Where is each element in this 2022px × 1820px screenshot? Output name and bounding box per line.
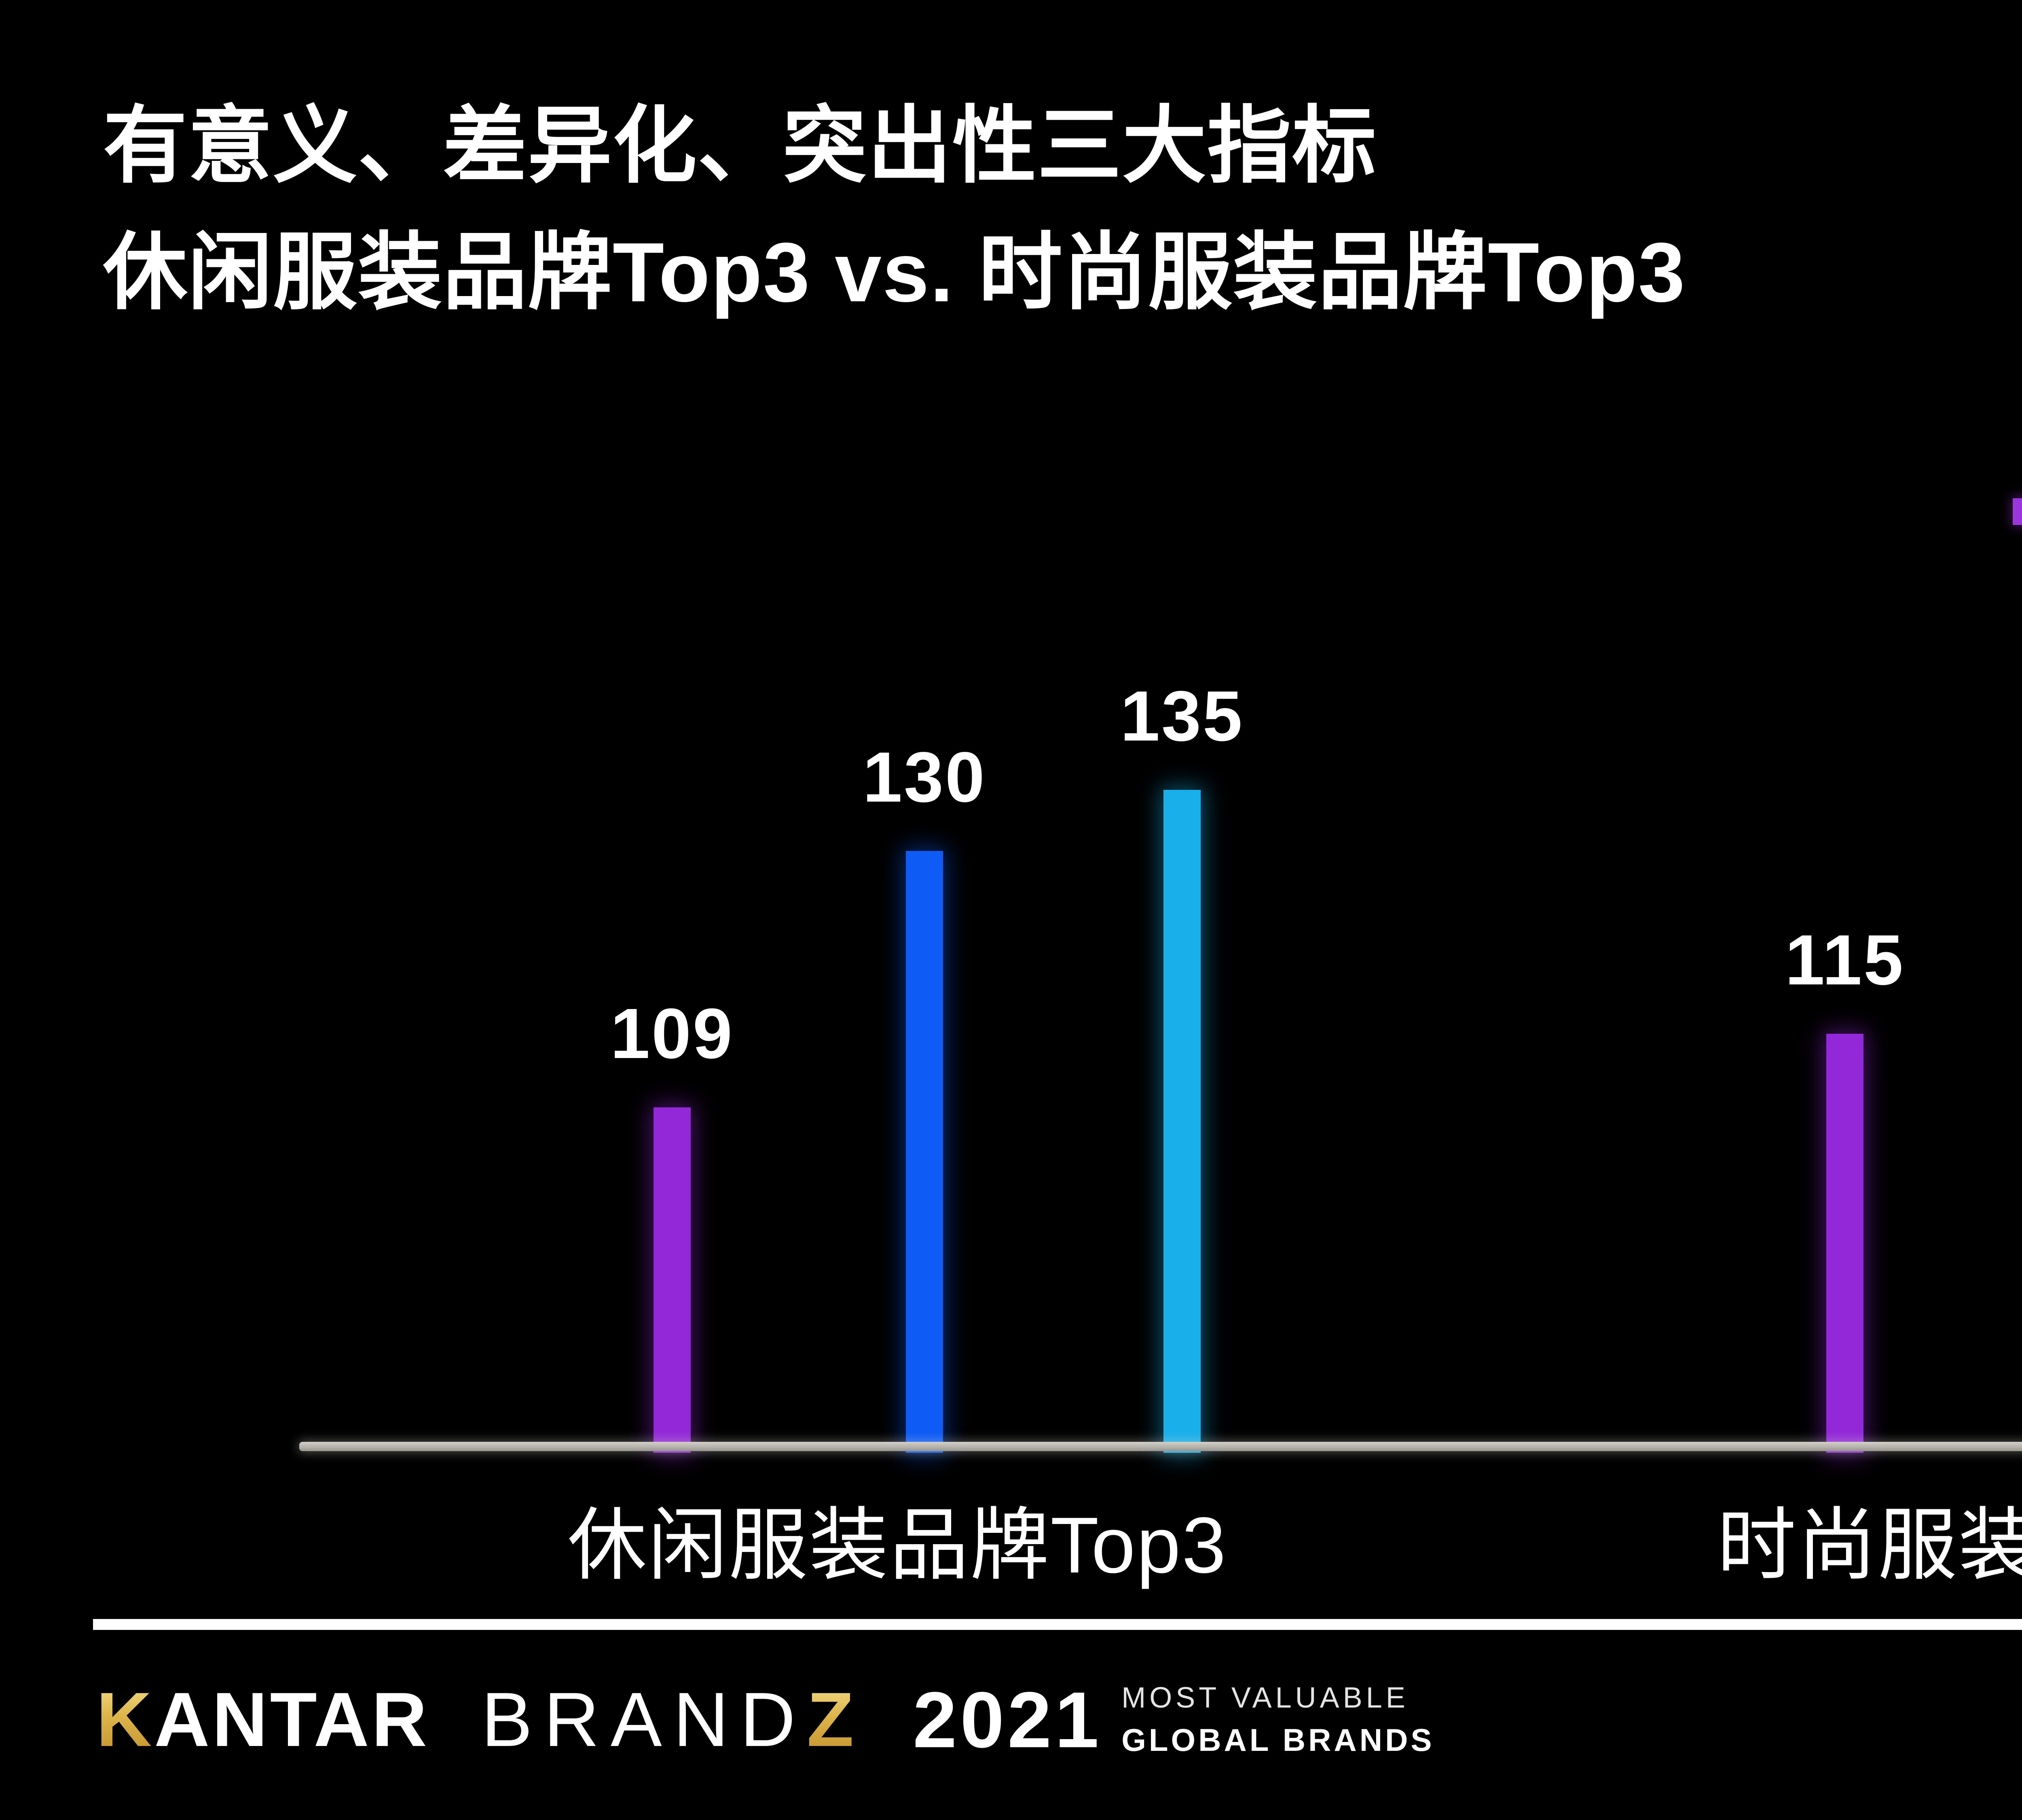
kantar-gold-k: K bbox=[96, 1677, 154, 1763]
footer-logo: KANTAR BRANDZ 2021 MOST VALUABLE GLOBAL … bbox=[96, 1676, 1434, 1764]
category-label-casual: 休闲服装品牌Top3 bbox=[567, 1501, 1227, 1589]
bar-value-label: 111 bbox=[1976, 969, 2022, 1050]
page-title-line1: 有意义、差异化、突出性三大指标 bbox=[103, 99, 1377, 193]
kantar-rest: ANTAR bbox=[154, 1677, 430, 1763]
footer-tagline: MOST VALUABLE GLOBAL BRANDS bbox=[1121, 1681, 1434, 1759]
kantar-logo: KANTAR bbox=[96, 1676, 429, 1764]
footer-year: 2021 bbox=[913, 1675, 1102, 1764]
bar-有意义-休闲服装品牌Top3 bbox=[654, 1107, 691, 1453]
chart-legend: 有意义 差异化 突出性 bbox=[2012, 454, 2022, 563]
x-axis-line bbox=[299, 1442, 2022, 1451]
legend-swatch-purple-icon bbox=[2012, 498, 2022, 525]
footer-divider bbox=[93, 1619, 2022, 1630]
legend-item-meaningful: 有意义 bbox=[2012, 454, 2022, 563]
brandz-prefix: BRAND bbox=[481, 1677, 807, 1763]
bar-value-label: 109 bbox=[610, 994, 734, 1073]
brandz-logo: BRANDZ bbox=[481, 1676, 865, 1764]
page-title: 有意义、差异化、突出性三大指标 休闲服装品牌Top3 vs. 时尚服装品牌Top… bbox=[103, 83, 1686, 336]
bar-value-label: 115 bbox=[1785, 921, 1905, 1000]
bar-value-label: 130 bbox=[863, 738, 986, 817]
page-title-line2: 休闲服装品牌Top3 vs. 时尚服装品牌Top3 bbox=[103, 226, 1686, 320]
footer-tagline-line2: GLOBAL BRANDS bbox=[1121, 1722, 1435, 1758]
brandz-gold-z: Z bbox=[807, 1677, 865, 1763]
bar-value-label: 135 bbox=[1120, 677, 1244, 756]
bar-突出性-休闲服装品牌Top3 bbox=[1163, 790, 1201, 1453]
footer-tagline-line1: MOST VALUABLE bbox=[1121, 1681, 1409, 1714]
bar-差异化-休闲服装品牌Top3 bbox=[906, 851, 943, 1453]
category-label-fashion: 时尚服装品牌Top3 bbox=[1717, 1501, 2022, 1589]
bar-有意义-时尚服装品牌Top3 bbox=[1826, 1034, 1863, 1453]
